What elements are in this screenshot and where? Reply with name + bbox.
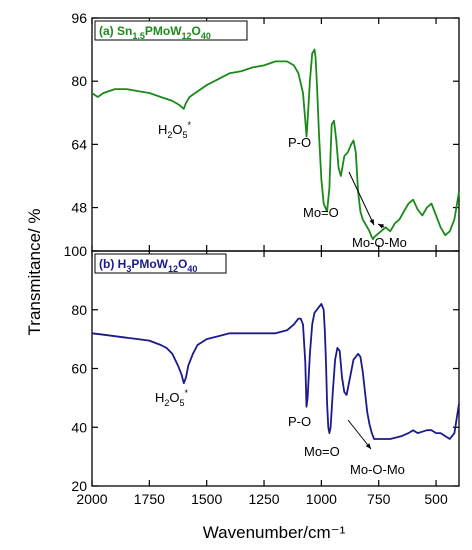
peak-annotation-part: O xyxy=(172,122,182,137)
legend-box xyxy=(94,20,248,41)
peak-annotation-part: H xyxy=(158,122,167,137)
peak-annotation-part: 5 xyxy=(180,398,185,408)
series-line-a xyxy=(91,48,460,241)
legend-label-part: PMoW xyxy=(145,24,182,38)
x-tick-label: 1250 xyxy=(248,491,279,507)
plot-frame xyxy=(91,250,460,487)
peak-annotation-part: P-O xyxy=(288,135,311,150)
peak-annotation-part: Mo-O-Mo xyxy=(350,462,405,477)
y-tick-label: 48 xyxy=(71,200,87,216)
arrow-head xyxy=(369,219,374,225)
x-axis-title: Wavenumber/cm⁻¹ xyxy=(203,523,346,542)
y-tick-label: 64 xyxy=(71,136,87,152)
peak-annotation: Mo-O-Mo xyxy=(352,235,407,250)
arrow-head xyxy=(378,224,384,229)
legend-box xyxy=(94,253,227,274)
peak-annotation: H2O5* xyxy=(155,388,189,408)
x-tick-label: 1750 xyxy=(134,491,165,507)
legend-b: (b) H3PMoW12O40 xyxy=(94,253,227,274)
y-tick-label: 100 xyxy=(64,243,88,259)
x-tick-label: 500 xyxy=(424,491,448,507)
arrow-head xyxy=(365,443,371,449)
panel-b: 20 40 60 80 100 2000 1750 1500 1250 1000 750 500 (b)… xyxy=(64,243,460,507)
legend-label-part: 12 xyxy=(168,264,178,274)
peak-annotation-part: 2 xyxy=(164,398,169,408)
legend-label-part: (a) Sn xyxy=(99,24,132,38)
legend-label-part: 3 xyxy=(126,264,131,274)
legend-label-part: 1.5 xyxy=(132,31,145,41)
legend-label-part: O xyxy=(178,257,187,271)
legend-label-part: 40 xyxy=(187,264,197,274)
legend-label-part: 40 xyxy=(201,31,211,41)
peak-annotation-part: P-O xyxy=(288,414,311,429)
peak-annotation-part: 2 xyxy=(167,130,172,140)
legend-label: (b) H3PMoW12O40 xyxy=(99,257,197,274)
peak-annotation-part: Mo=O xyxy=(303,205,339,220)
y-tick-label: 80 xyxy=(71,302,87,318)
peak-annotation: Mo=O xyxy=(303,205,339,220)
y-tick-label: 40 xyxy=(71,419,87,435)
plot-frame xyxy=(91,17,460,252)
peak-annotation-part: * xyxy=(185,388,189,398)
peak-annotation-part: Mo-O-Mo xyxy=(352,235,407,250)
peak-annotation: P-O xyxy=(288,135,311,150)
peak-annotation-part: * xyxy=(188,120,192,130)
legend-label-part: 12 xyxy=(182,31,192,41)
peak-annotation-part: H xyxy=(155,390,164,405)
legend-a: (a) Sn1.5PMoW12O40 xyxy=(94,20,248,41)
x-tick-label: 2000 xyxy=(76,491,107,507)
x-tick-label: 1500 xyxy=(191,491,222,507)
peak-annotation-part: Mo=O xyxy=(304,444,340,459)
annotation-arrow xyxy=(348,171,375,226)
peak-annotation-part: O xyxy=(169,390,179,405)
y-tick-label: 20 xyxy=(71,478,87,494)
peak-annotation-part: 5 xyxy=(183,130,188,140)
y-tick-label: 80 xyxy=(71,73,87,89)
x-tick-label: 750 xyxy=(367,491,391,507)
annotation-arrow xyxy=(347,419,372,450)
legend-label-part: (b) H xyxy=(99,257,126,271)
y-tick-label: 60 xyxy=(71,361,87,377)
peak-annotation: P-O xyxy=(288,414,311,429)
legend-label-part: O xyxy=(192,24,201,38)
series-line-b xyxy=(91,303,460,440)
y-axis-title: Transmitance/ % xyxy=(25,209,44,336)
peak-annotation: Mo=O xyxy=(304,444,340,459)
x-tick-label: 1000 xyxy=(306,491,337,507)
y-tick-label: 96 xyxy=(71,10,87,26)
peak-annotation: Mo-O-Mo xyxy=(350,462,405,477)
legend-label: (a) Sn1.5PMoW12O40 xyxy=(99,24,211,41)
legend-label-part: PMoW xyxy=(131,257,168,271)
peak-annotation: H2O5* xyxy=(158,120,192,140)
